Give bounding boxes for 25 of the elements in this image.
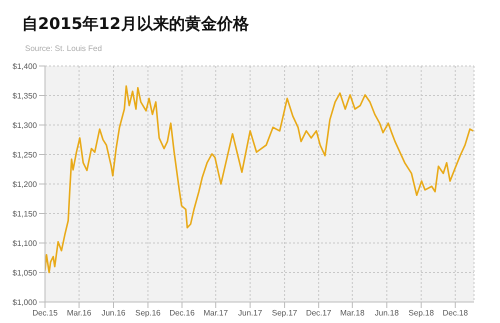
source-note: Source: St. Louis Fed xyxy=(25,44,102,53)
x-tick-label: Sep.16 xyxy=(135,308,162,318)
x-tick-label: Jun.17 xyxy=(238,308,263,318)
x-tick-label: Sep.18 xyxy=(408,308,434,318)
y-tick-label: $1,150 xyxy=(12,209,38,218)
y-tick-label: $1,050 xyxy=(12,268,38,278)
x-tick-label: Dec.15 xyxy=(32,308,58,318)
line-series xyxy=(45,85,474,274)
y-tick-label: $1,300 xyxy=(12,120,38,130)
y-tick-label: $1,200 xyxy=(12,180,38,189)
y-tick-label: $1,100 xyxy=(12,238,38,248)
y-tick-label: $1,000 xyxy=(12,298,38,307)
x-tick-label: Dec.17 xyxy=(306,308,332,318)
x-tick-label: Mar.18 xyxy=(340,308,366,318)
x-tick-label: Mar.17 xyxy=(203,308,228,318)
y-tick-label: $1,250 xyxy=(12,150,38,160)
x-tick-label: Dec.18 xyxy=(442,308,468,318)
x-tick-label: Jun.16 xyxy=(101,308,126,318)
x-tick-label: Dec.16 xyxy=(169,308,196,318)
chart-title: 自2015年12月以来的黄金价格 xyxy=(22,14,249,35)
x-tick-label: Sep.17 xyxy=(272,308,298,318)
y-tick-label: $1,400 xyxy=(12,62,38,71)
y-tick-label: $1,350 xyxy=(12,91,38,100)
x-tick-label: Jun.18 xyxy=(374,308,400,318)
x-tick-label: Mar.16 xyxy=(66,308,92,318)
